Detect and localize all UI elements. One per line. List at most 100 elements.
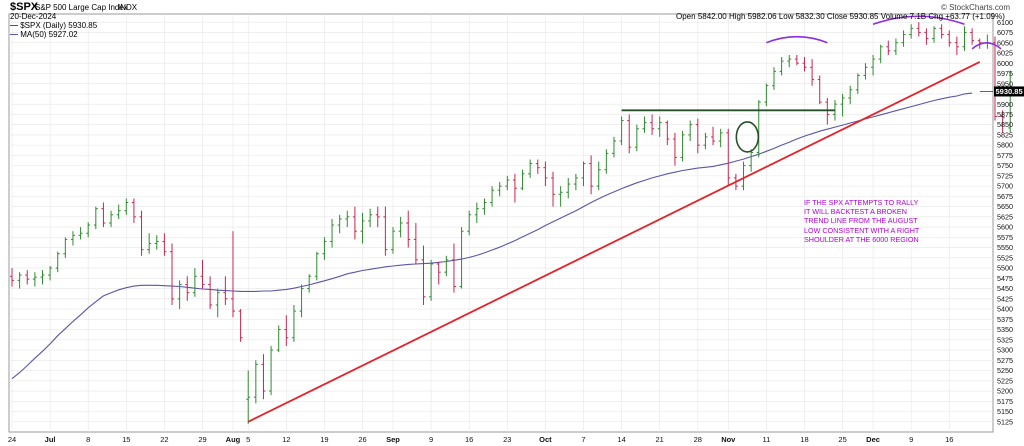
x-tick-label: Sep — [386, 435, 400, 444]
chart-date: 20-Dec-2024 — [10, 12, 57, 21]
y-tick-label: 5275 — [997, 356, 1013, 365]
ohlc-bar — [269, 345, 274, 396]
ohlc-bar — [810, 59, 815, 86]
y-tick-label: 5125 — [997, 417, 1013, 426]
ohlc-bar — [871, 54, 876, 76]
ohlc-bar — [383, 206, 388, 256]
ohlc-bar — [330, 218, 335, 248]
ohlc-bar — [695, 118, 700, 154]
ohlc-bar — [147, 233, 152, 254]
x-tick-label: 12 — [282, 435, 290, 444]
ohlc-bar — [131, 198, 136, 223]
ohlc-bar — [10, 268, 14, 287]
ohlc-bar — [749, 149, 754, 172]
ohlc-bar — [726, 128, 731, 187]
ohlc-bar — [932, 26, 937, 43]
ohlc-bar — [711, 126, 716, 146]
x-tick-label: 25 — [838, 435, 846, 444]
y-tick-label: 5200 — [997, 387, 1013, 396]
y-tick-label: 6100 — [997, 18, 1013, 27]
x-tick-label: 8 — [86, 435, 90, 444]
x-tick-label: 18 — [800, 435, 808, 444]
ohlc-bar — [459, 227, 464, 289]
ohlc-bar — [909, 24, 914, 39]
annotation-overlays — [247, 15, 1002, 423]
ohlc-bar — [230, 231, 235, 318]
y-tick-label: 5775 — [997, 151, 1013, 160]
ohlc-bar — [924, 28, 929, 45]
x-tick-label: 28 — [694, 435, 702, 444]
y-tick-label: 5850 — [997, 120, 1013, 129]
ohlc-bar — [680, 130, 685, 162]
x-tick-label: Oct — [539, 435, 552, 444]
legend-ma: MA(50) 5927.02 — [10, 30, 78, 39]
y-tick-label: 5550 — [997, 243, 1013, 252]
ohlc-bar — [291, 304, 296, 342]
ohlc-bar — [391, 227, 395, 254]
legend-ma-swatch — [10, 34, 18, 36]
last-price-label: 5930.85 — [996, 87, 1023, 96]
y-tick-label: 5250 — [997, 366, 1013, 375]
ohlc-bar — [802, 57, 807, 72]
ohlc-bar — [208, 276, 213, 310]
ohlc-bar — [1000, 110, 1005, 133]
x-tick-label: 19 — [320, 435, 328, 444]
ohlc-bar — [794, 54, 799, 66]
open-label: Open — [676, 12, 696, 21]
ohlc-bar — [825, 98, 830, 125]
last-price-tag: 5930.85 — [994, 86, 1024, 97]
analysis-note: IF THE SPX ATTEMPTS TO RALLY IT WILL BAC… — [804, 198, 920, 244]
ohlc-bar — [360, 212, 365, 244]
ohlc-bar — [619, 116, 624, 146]
low-label: Low — [778, 12, 794, 21]
close-value: 5930.85 — [849, 12, 879, 21]
high-label: High — [728, 12, 746, 21]
ohlc-bar — [558, 186, 563, 207]
y-tick-label: 5475 — [997, 274, 1013, 283]
ohlc-bar — [368, 208, 373, 228]
ohlc-bar — [672, 132, 677, 166]
ohlc-bar — [276, 325, 281, 353]
ohlc-bar — [109, 210, 114, 228]
volume-label: Volume — [880, 12, 908, 21]
x-tick-label: 14 — [617, 435, 625, 444]
x-tick-label: Dec — [866, 435, 880, 444]
y-tick-label: 5175 — [997, 397, 1013, 406]
x-tick-label: 26 — [358, 435, 366, 444]
x-tick-label: 7 — [581, 435, 585, 444]
y-tick-label: 5375 — [997, 315, 1013, 324]
ohlc-bar — [307, 274, 312, 293]
ohlc-bar — [596, 161, 601, 191]
y-tick-label: 6000 — [997, 59, 1013, 68]
ohlc-bar — [657, 116, 662, 137]
y-tick-label: 6050 — [997, 38, 1013, 47]
y-tick-label: 5225 — [997, 376, 1013, 385]
ohlc-bar — [520, 169, 525, 191]
ohlc-bar — [878, 44, 883, 64]
ohlc-bar — [25, 270, 30, 285]
ohlc-bar — [352, 206, 357, 240]
ohlc-bar — [497, 182, 502, 197]
ohlc-bar — [627, 114, 632, 154]
y-tick-label: 5575 — [997, 233, 1013, 242]
ohlc-bar — [688, 120, 693, 142]
ohlc-bar — [345, 210, 350, 228]
ohlc-bar — [848, 85, 853, 105]
x-tick-label: 24 — [8, 435, 16, 444]
ohlc-bar — [314, 251, 319, 281]
ohlc-bar — [48, 266, 53, 281]
ohlc-bar — [970, 28, 975, 45]
y-tick-label: 5725 — [997, 171, 1013, 180]
y-tick-label: 5650 — [997, 202, 1013, 211]
y-tick-label: 5800 — [997, 141, 1013, 150]
ohlc-bar — [162, 233, 167, 256]
ohlc-bar — [451, 243, 456, 293]
ohlc-bar — [893, 38, 898, 55]
ohlc-bar — [741, 161, 746, 191]
ohlc-bar — [78, 227, 83, 240]
y-tick-label: 5875 — [997, 110, 1013, 119]
x-tick-label: Jul — [45, 435, 56, 444]
ohlc-bar — [505, 175, 510, 191]
ohlc-bar — [573, 173, 578, 191]
